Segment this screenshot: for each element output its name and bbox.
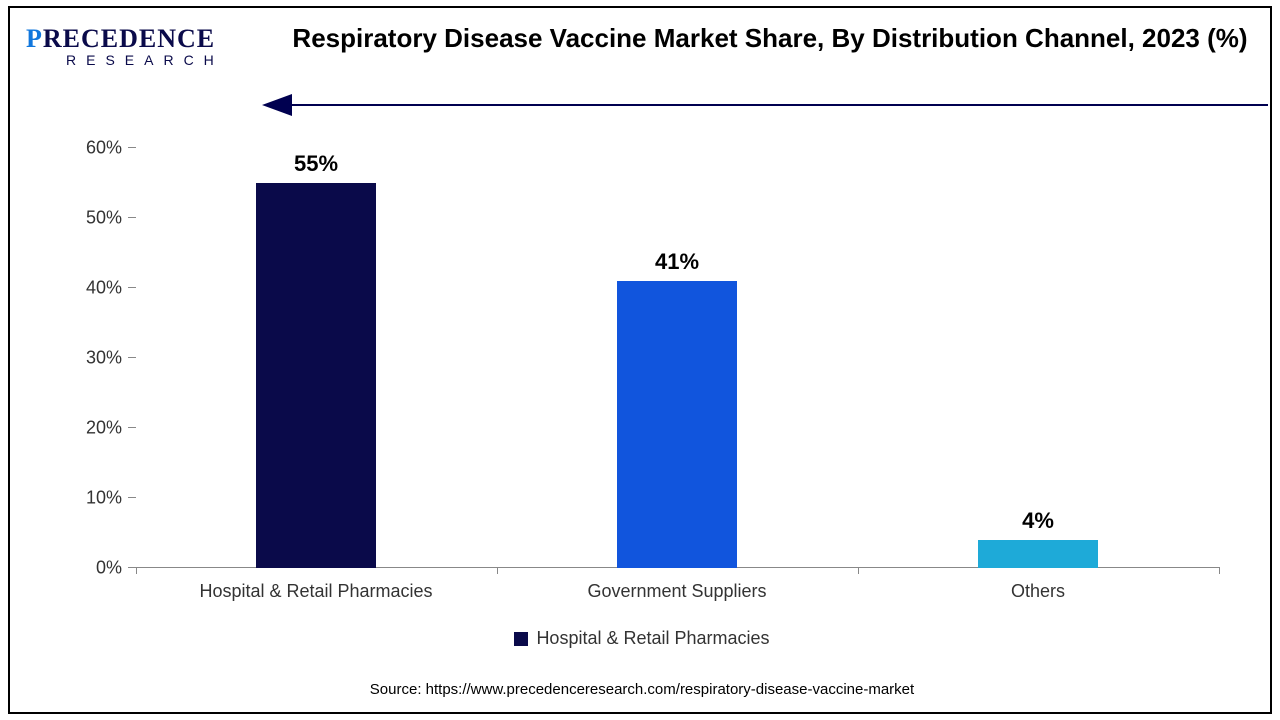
logo-bottom-line: RESEARCH	[26, 52, 236, 68]
source-line: Source: https://www.precedenceresearch.c…	[10, 681, 1274, 698]
legend-label: Hospital & Retail Pharmacies	[536, 628, 769, 649]
y-tick-mark	[128, 357, 136, 358]
legend-item: Hospital & Retail Pharmacies	[514, 628, 769, 649]
x-axis-tick	[136, 568, 137, 574]
y-tick-mark	[128, 217, 136, 218]
y-tick-label: 60%	[60, 138, 122, 159]
arrow-head-icon	[262, 94, 292, 116]
value-label: 41%	[617, 249, 737, 275]
logo-initial: P	[26, 24, 43, 53]
y-tick-label: 40%	[60, 278, 122, 299]
category-label: Others	[1011, 581, 1065, 602]
legend: Hospital & Retail Pharmacies	[10, 628, 1274, 651]
y-tick-label: 0%	[60, 558, 122, 579]
logo-brand: RECEDENCE	[43, 24, 215, 53]
legend-swatch-icon	[514, 632, 528, 646]
arrow-line	[278, 104, 1268, 106]
y-tick-label: 30%	[60, 348, 122, 369]
y-tick-mark	[128, 427, 136, 428]
category-label: Government Suppliers	[587, 581, 766, 602]
x-axis-tick	[497, 568, 498, 574]
y-tick-label: 20%	[60, 418, 122, 439]
y-tick-label: 10%	[60, 488, 122, 509]
logo-top-line: PRECEDENCE	[26, 24, 236, 54]
chart-title: Respiratory Disease Vaccine Market Share…	[270, 22, 1270, 55]
value-label: 55%	[256, 151, 376, 177]
y-tick-mark	[128, 567, 136, 568]
plot-area: 0% 10% 20% 30% 40% 50% 60% 55% Hospital …	[60, 148, 1220, 568]
y-tick-mark	[128, 497, 136, 498]
brand-logo: PRECEDENCE RESEARCH	[26, 24, 236, 68]
chart-frame: PRECEDENCE RESEARCH Respiratory Disease …	[8, 6, 1272, 714]
bar-others	[978, 540, 1098, 568]
category-label: Hospital & Retail Pharmacies	[199, 581, 432, 602]
y-tick-mark	[128, 147, 136, 148]
x-axis-tick	[1219, 568, 1220, 574]
y-tick-label: 50%	[60, 208, 122, 229]
y-tick-mark	[128, 287, 136, 288]
bar-hospital-retail	[256, 183, 376, 568]
bar-government-suppliers	[617, 281, 737, 568]
value-label: 4%	[978, 508, 1098, 534]
x-axis-tick	[858, 568, 859, 574]
